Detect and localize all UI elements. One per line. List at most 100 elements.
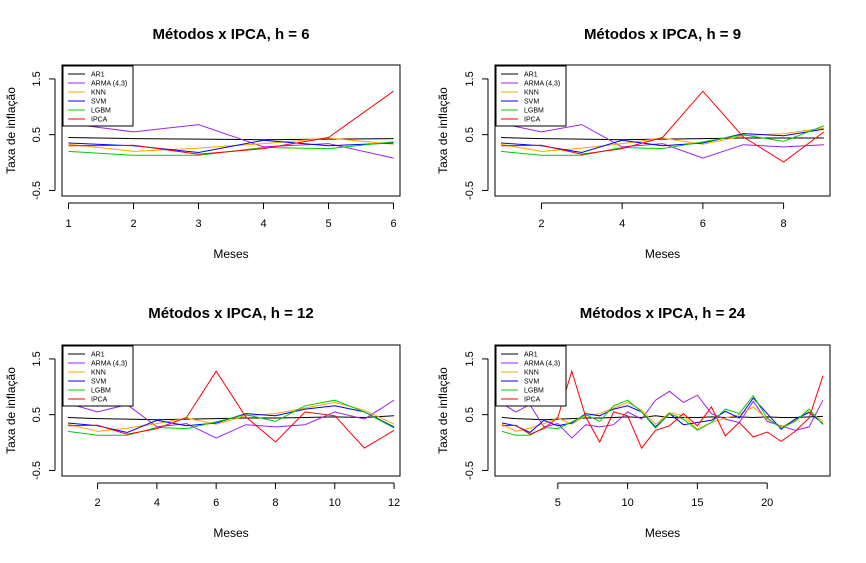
x-tick-label: 4 [154,497,160,509]
legend-label: ARMA (4,3) [524,361,560,368]
series-line-knn [67,401,395,432]
legend-label: SVM [524,379,539,386]
x-tick-label: 5 [325,218,331,230]
chart-title: Métodos x IPCA, h = 6 [152,26,309,43]
y-axis-label: Taxa de inflação [4,367,18,454]
series-line-arma-4-3 [501,390,824,439]
series-line-knn [68,137,394,152]
series-line-ar1 [501,137,824,141]
legend: AR1 ARMA (4,3) KNN SVM LGBM IPCA [495,345,567,407]
y-tick-label: 0.5 [464,127,476,142]
series-line-arma-4-3 [68,123,394,159]
x-tick-label: 6 [213,497,219,509]
legend-label: SVM [91,379,106,386]
chart-title: Métodos x IPCA, h = 9 [584,26,741,43]
legend-label: AR1 [91,72,105,79]
legend-label: ARMA (4,3) [524,81,560,88]
y-axis-label: Taxa de inflação [436,367,450,454]
series-line-lgbm [67,399,395,436]
x-tick-label: 15 [691,497,703,509]
series-line-ar1 [67,415,395,421]
x-tick-label: 2 [95,497,101,509]
chart-title: Métodos x IPCA, h = 24 [580,305,746,322]
plot-frame [494,344,831,477]
legend-label: IPCA [91,117,108,124]
legend-label: KNN [91,90,106,97]
series-line-lgbm [501,394,824,436]
x-tick-label: 6 [390,218,396,230]
legend-label: KNN [524,90,539,97]
y-tick-label: 1.5 [464,71,476,86]
legend-label: LGBM [524,388,544,395]
legend-label: KNN [91,370,106,377]
chart-panel-4: Métodos x IPCA, h = 24 Meses Taxa de infla… [436,305,831,540]
legend-box [495,65,567,127]
x-tick-label: 3 [195,218,201,230]
x-tick-label: 4 [619,218,625,230]
legend-label: LGBM [524,108,544,115]
x-axis-label: Meses [213,247,248,261]
series-line-ipca [501,369,824,450]
x-tick-label: 2 [130,218,136,230]
legend-label: AR1 [524,352,538,359]
legend-label: SVM [524,99,539,106]
series-line-ipca [68,90,394,155]
chart-panel-2: Métodos x IPCA, h = 9 Meses Taxa de inflaç… [436,26,831,261]
legend-box [495,345,567,407]
x-tick-label: 8 [272,497,278,509]
legend-label: ARMA (4,3) [91,361,127,368]
plot-frame [494,64,831,197]
x-tick-label: 8 [781,218,787,230]
y-tick-label: -0.5 [464,461,476,480]
y-tick-label: -0.5 [31,461,43,480]
y-tick-label: 1.5 [31,71,43,86]
y-tick-label: -0.5 [31,181,43,200]
legend-label: IPCA [91,397,108,404]
series-line-svm [68,139,394,154]
legend-box [62,345,134,407]
x-tick-label: 4 [260,218,266,230]
series-line-ipca [501,90,825,163]
x-axis-label: Meses [645,247,680,261]
legend: AR1 ARMA (4,3) KNN SVM LGBM IPCA [495,65,567,127]
series-line-lgbm [68,141,394,156]
y-tick-label: 1.5 [464,351,476,366]
chart-panel-3: Métodos x IPCA, h = 12 Meses Taxa de infla… [4,305,401,540]
legend-label: KNN [524,370,539,377]
legend-label: IPCA [524,117,541,124]
chart-panel-1: Métodos x IPCA, h = 6 Meses Taxa de inflaç… [4,26,401,261]
legend-label: LGBM [91,108,111,115]
y-axis-label: Taxa de inflação [4,87,18,174]
chart-title: Métodos x IPCA, h = 12 [148,305,313,322]
legend: AR1 ARMA (4,3) KNN SVM LGBM IPCA [62,345,134,407]
x-tick-label: 10 [329,497,341,509]
x-tick-label: 1 [65,218,71,230]
y-axis-label: Taxa de inflação [436,87,450,174]
y-tick-label: -0.5 [464,181,476,200]
series-line-ipca [67,370,395,449]
x-tick-label: 20 [761,497,773,509]
legend-label: AR1 [524,72,538,79]
legend-label: SVM [91,99,106,106]
x-tick-label: 6 [700,218,706,230]
y-tick-label: 0.5 [464,407,476,422]
x-tick-label: 10 [621,497,633,509]
legend: AR1 ARMA (4,3) KNN SVM LGBM IPCA [62,65,134,127]
legend-box [62,65,134,127]
x-axis-label: Meses [645,526,680,540]
legend-label: LGBM [91,388,111,395]
x-axis-label: Meses [213,526,248,540]
legend-label: IPCA [524,397,541,404]
series-line-arma-4-3 [500,123,824,159]
series-line-lgbm [501,125,825,156]
plot-frame [61,344,401,477]
x-tick-label: 2 [538,218,544,230]
y-tick-label: 1.5 [31,351,43,366]
y-tick-label: 0.5 [31,127,43,142]
x-tick-label: 12 [388,497,400,509]
y-tick-label: 0.5 [31,407,43,422]
legend-label: ARMA (4,3) [91,81,127,88]
x-tick-label: 5 [555,497,561,509]
